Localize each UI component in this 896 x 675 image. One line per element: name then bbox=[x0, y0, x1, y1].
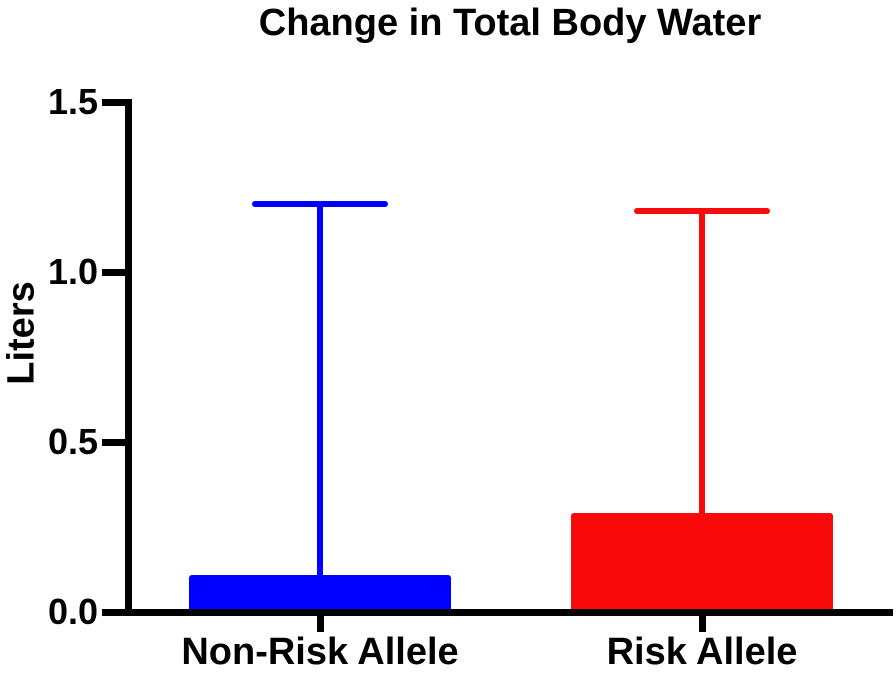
y-axis-tick bbox=[101, 438, 125, 446]
error-bar-stem bbox=[699, 210, 705, 520]
bar-risk-allele bbox=[571, 513, 833, 615]
error-bar-cap bbox=[634, 207, 770, 214]
error-bar-cap bbox=[252, 201, 388, 207]
category-label-non-risk-allele: Non-Risk Allele bbox=[181, 631, 459, 673]
error-bar-stem bbox=[317, 204, 323, 581]
x-axis-line bbox=[124, 608, 893, 616]
y-axis-tick bbox=[101, 98, 125, 106]
y-axis-tick bbox=[101, 608, 125, 616]
y-axis-tick bbox=[101, 268, 125, 276]
y-tick-label: 0.0 bbox=[47, 591, 98, 632]
y-axis-label: Liters bbox=[0, 281, 43, 385]
y-tick-label: 0.5 bbox=[47, 421, 98, 462]
y-tick-label: 1.0 bbox=[47, 251, 98, 292]
y-axis-line bbox=[124, 99, 132, 616]
category-label-risk-allele: Risk Allele bbox=[606, 631, 798, 673]
bar-non-risk-allele bbox=[189, 574, 451, 615]
chart-title: Change in Total Body Water bbox=[258, 2, 762, 44]
x-axis-tick bbox=[698, 615, 706, 632]
x-axis-tick bbox=[316, 615, 324, 632]
y-tick-label: 1.5 bbox=[47, 81, 98, 122]
